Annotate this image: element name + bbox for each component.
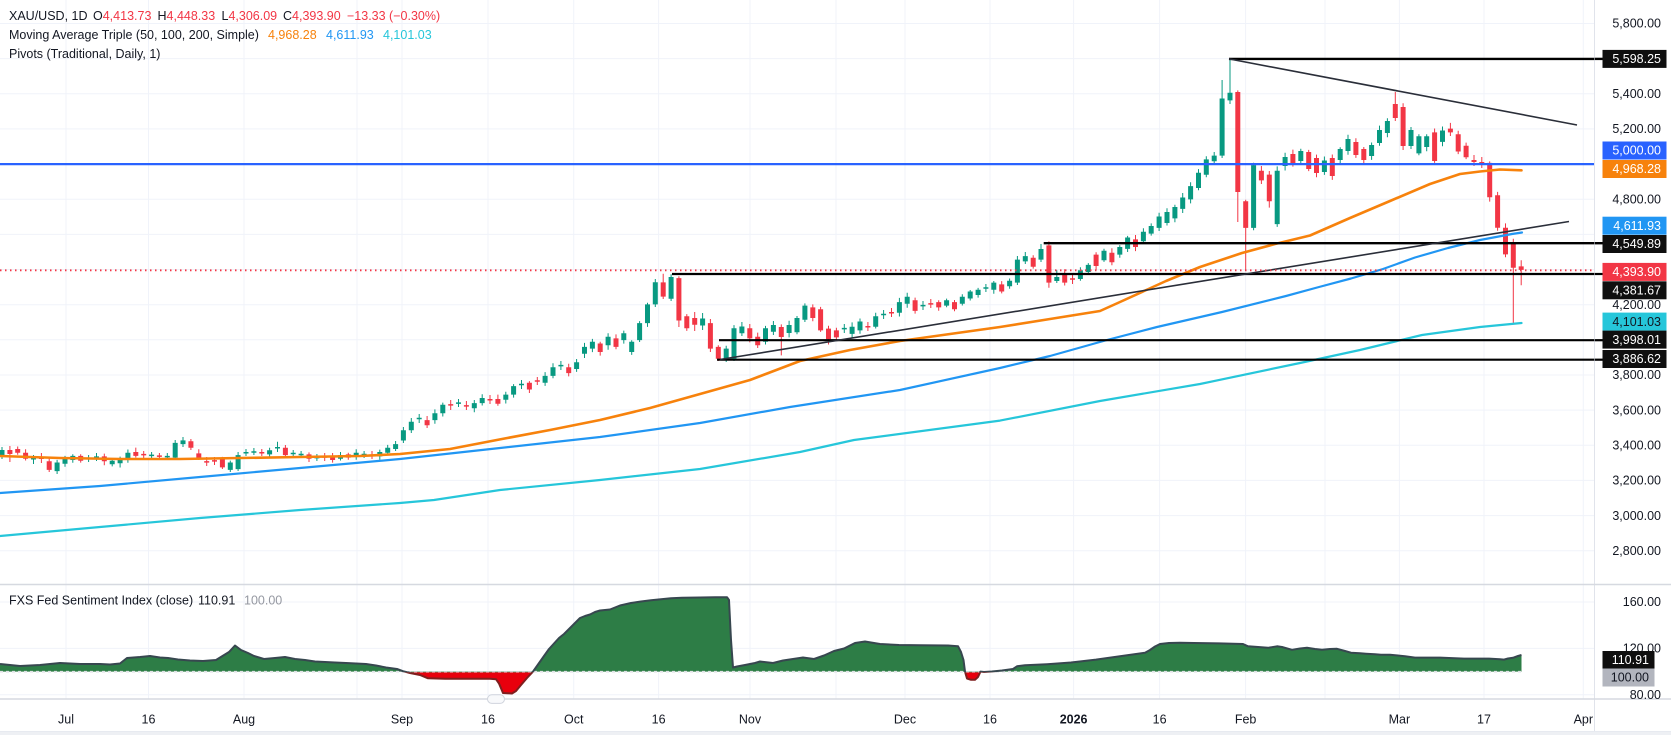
- svg-text:80.00: 80.00: [1630, 688, 1661, 702]
- svg-text:4,968.28: 4,968.28: [1612, 162, 1661, 176]
- svg-text:4,200.00: 4,200.00: [1612, 298, 1661, 312]
- svg-text:16: 16: [142, 713, 156, 727]
- svg-text:4,800.00: 4,800.00: [1612, 192, 1661, 206]
- svg-text:5,200.00: 5,200.00: [1612, 122, 1661, 136]
- svg-text:Nov: Nov: [739, 713, 762, 727]
- svg-text:3,000.00: 3,000.00: [1612, 509, 1661, 523]
- svg-text:Jul: Jul: [58, 713, 74, 727]
- svg-text:Aug: Aug: [233, 713, 255, 727]
- svg-text:Sep: Sep: [391, 713, 413, 727]
- svg-text:Apr: Apr: [1574, 713, 1593, 727]
- svg-text:5,800.00: 5,800.00: [1612, 17, 1661, 31]
- svg-text:4,611.93: 4,611.93: [1613, 219, 1661, 233]
- svg-text:16: 16: [983, 713, 997, 727]
- svg-text:160.00: 160.00: [1623, 595, 1661, 609]
- svg-text:3,998.01: 3,998.01: [1612, 333, 1661, 347]
- svg-text:4,549.89: 4,549.89: [1612, 237, 1661, 251]
- svg-text:4,381.67: 4,381.67: [1612, 284, 1661, 298]
- svg-text:3,800.00: 3,800.00: [1612, 368, 1661, 382]
- svg-text:Mar: Mar: [1389, 713, 1411, 727]
- svg-text:110.91: 110.91: [1612, 653, 1649, 667]
- svg-text:3,200.00: 3,200.00: [1612, 474, 1661, 488]
- svg-text:3,400.00: 3,400.00: [1612, 439, 1661, 453]
- svg-text:5,000.00: 5,000.00: [1612, 144, 1661, 158]
- svg-text:4,101.03: 4,101.03: [1612, 315, 1661, 329]
- svg-text:17: 17: [1477, 713, 1491, 727]
- svg-text:FXS Fed Sentiment Index (close: FXS Fed Sentiment Index (close) 110.91 100…: [9, 594, 282, 608]
- svg-text:16: 16: [481, 713, 495, 727]
- svg-text:4,393.90: 4,393.90: [1612, 265, 1661, 279]
- svg-text:2,800.00: 2,800.00: [1612, 544, 1661, 558]
- svg-text:Moving Average Triple (50, 100: Moving Average Triple (50, 100, 200, Sim…: [9, 28, 432, 42]
- svg-text:Dec: Dec: [894, 713, 916, 727]
- svg-text:Pivots (Traditional, Daily, 1): Pivots (Traditional, Daily, 1): [9, 47, 160, 61]
- svg-text:Feb: Feb: [1235, 713, 1257, 727]
- svg-text:3,600.00: 3,600.00: [1612, 403, 1661, 417]
- svg-text:100.00: 100.00: [1611, 671, 1649, 685]
- svg-text:2026: 2026: [1060, 713, 1088, 727]
- svg-text:16: 16: [1153, 713, 1167, 727]
- svg-text:5,598.25: 5,598.25: [1612, 52, 1661, 66]
- svg-text:Oct: Oct: [564, 713, 584, 727]
- svg-text:3,886.62: 3,886.62: [1612, 352, 1661, 366]
- svg-text:16: 16: [652, 713, 666, 727]
- svg-text:5,400.00: 5,400.00: [1612, 87, 1661, 101]
